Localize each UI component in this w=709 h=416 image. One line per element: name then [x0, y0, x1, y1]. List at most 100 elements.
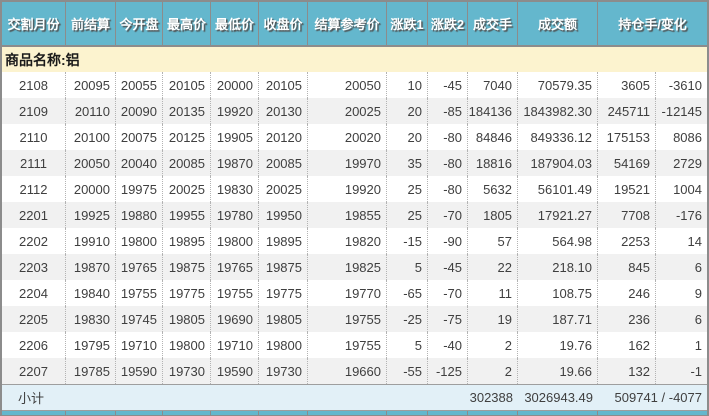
strip-divider [116, 411, 163, 415]
subtotal-row: 小计 302388 3026943.49 509741 / -4077 [2, 384, 707, 410]
cell-value: 35 [387, 150, 428, 176]
cell-value: 20040 [116, 150, 163, 176]
strip-divider [387, 411, 428, 415]
cell-value: 175153 [598, 124, 656, 150]
cell-delivery-month: 2111 [2, 150, 66, 176]
cell-value: 3605 [598, 72, 656, 98]
cell-delivery-month: 2203 [2, 254, 66, 280]
cell-value: -80 [428, 150, 468, 176]
cell-value: 19830 [66, 306, 116, 332]
cell-value: 19730 [259, 358, 308, 384]
cell-value: 20020 [308, 124, 387, 150]
cell-value: 19755 [308, 306, 387, 332]
cell-value: 1843982.30 [518, 98, 598, 124]
cell-value: -55 [387, 358, 428, 384]
cell-value: 19870 [66, 254, 116, 280]
cell-delivery-month: 2110 [2, 124, 66, 150]
cell-value: 54169 [598, 150, 656, 176]
cell-value: 19955 [163, 202, 211, 228]
cell-value: 20090 [116, 98, 163, 124]
cell-value: 2729 [673, 155, 702, 171]
cell-value: 25 [387, 202, 428, 228]
table-row: 2204 19840 19755 19775 19755 19775 19770 -65 -70… [2, 280, 707, 306]
cell-delivery-month: 2202 [2, 228, 66, 254]
cell-value: 19800 [211, 228, 259, 254]
cell-value: 19590 [116, 358, 163, 384]
cell-value: 57 [468, 228, 518, 254]
cell-value: 19795 [66, 332, 116, 358]
cell-value: -70 [428, 202, 468, 228]
cell-value: 20025 [259, 176, 308, 202]
cell-value: -45 [428, 254, 468, 280]
strip-divider [66, 411, 116, 415]
cell-value: 2 [468, 332, 518, 358]
cell-value: -15 [387, 228, 428, 254]
header-low: 最低价 [211, 2, 259, 45]
cell-value: 20000 [66, 176, 116, 202]
cell-value: 22 [468, 254, 518, 280]
cell-value: 19905 [211, 124, 259, 150]
cell-value: 20095 [66, 72, 116, 98]
cell-value: -80 [428, 176, 468, 202]
cell-value: 25 [387, 176, 428, 202]
table-header-row: 交割月份 前结算 今开盘 最高价 最低价 收盘价 结算参考价 涨跌1 涨跌2 成… [2, 2, 707, 45]
cell-value: 19895 [163, 228, 211, 254]
subtotal-label: 小计 [18, 391, 45, 406]
cell-value: 20 [387, 124, 428, 150]
cell-value: 19800 [116, 228, 163, 254]
cell-value: 5 [387, 254, 428, 280]
cell-value: 20085 [163, 150, 211, 176]
cell-value: 19 [468, 306, 518, 332]
header-high: 最高价 [163, 2, 211, 45]
table-row: 2205 19830 19745 19805 19690 19805 19755 -25 -75… [2, 306, 707, 332]
cell-value: 20025 [163, 176, 211, 202]
subtotal-open-interest-change: 509741 / -4077 [614, 390, 702, 405]
table-row: 2110 20100 20075 20125 19905 20120 20020 20 -80 8… [2, 124, 707, 150]
product-name-label: 商品名称:铝 [5, 51, 80, 68]
cell-value: 20000 [211, 72, 259, 98]
cell-value: 845 [598, 254, 656, 280]
cell-value: -3610 [668, 77, 702, 93]
cell-value: 10 [387, 72, 428, 98]
cell-value: 19800 [259, 332, 308, 358]
cell-value: 19730 [163, 358, 211, 384]
cell-value: 6 [694, 259, 702, 275]
cell-value: 19780 [211, 202, 259, 228]
cell-delivery-month: 2207 [2, 358, 66, 384]
header-close: 收盘价 [259, 2, 308, 45]
cell-value: -75 [428, 306, 468, 332]
cell-value: -80 [428, 124, 468, 150]
table-row: 2112 20000 19975 20025 19830 20025 19920 25 -80 5… [2, 176, 707, 202]
cell-value: 19521 [598, 176, 656, 202]
cell-value: 19920 [211, 98, 259, 124]
cell-value: 19690 [211, 306, 259, 332]
header-open-interest-change: 持仓手/变化 [618, 17, 687, 32]
header-delivery-month: 交割月份 [2, 2, 66, 45]
cell-value: 11 [468, 280, 518, 306]
cell-value: 20050 [308, 72, 387, 98]
cell-value: 246 [598, 280, 656, 306]
cell-value: 20100 [66, 124, 116, 150]
cell-value: 7708 [598, 202, 656, 228]
cell-value: 19870 [211, 150, 259, 176]
cell-value: -40 [428, 332, 468, 358]
strip-divider [2, 411, 66, 415]
cell-value: 236 [598, 306, 656, 332]
header-settlement-ref: 结算参考价 [308, 2, 387, 45]
cell-value: 20105 [259, 72, 308, 98]
table-row: 2109 20110 20090 20135 19920 20130 20025 20 -85 1… [2, 98, 707, 124]
cell-value: -25 [387, 306, 428, 332]
cell-value: 19895 [259, 228, 308, 254]
strip-divider [518, 411, 598, 415]
cell-value: 19920 [308, 176, 387, 202]
cell-delivery-month: 2204 [2, 280, 66, 306]
cell-value: 187.71 [518, 306, 598, 332]
strip-divider [163, 411, 211, 415]
cell-value: 19830 [211, 176, 259, 202]
cell-value: -85 [428, 98, 468, 124]
cell-value: 20055 [116, 72, 163, 98]
table-row: 2206 19795 19710 19800 19710 19800 19755 5 -40 2 1… [2, 332, 707, 358]
cell-value: 2 [468, 358, 518, 384]
cell-value: 245711 [598, 98, 656, 124]
